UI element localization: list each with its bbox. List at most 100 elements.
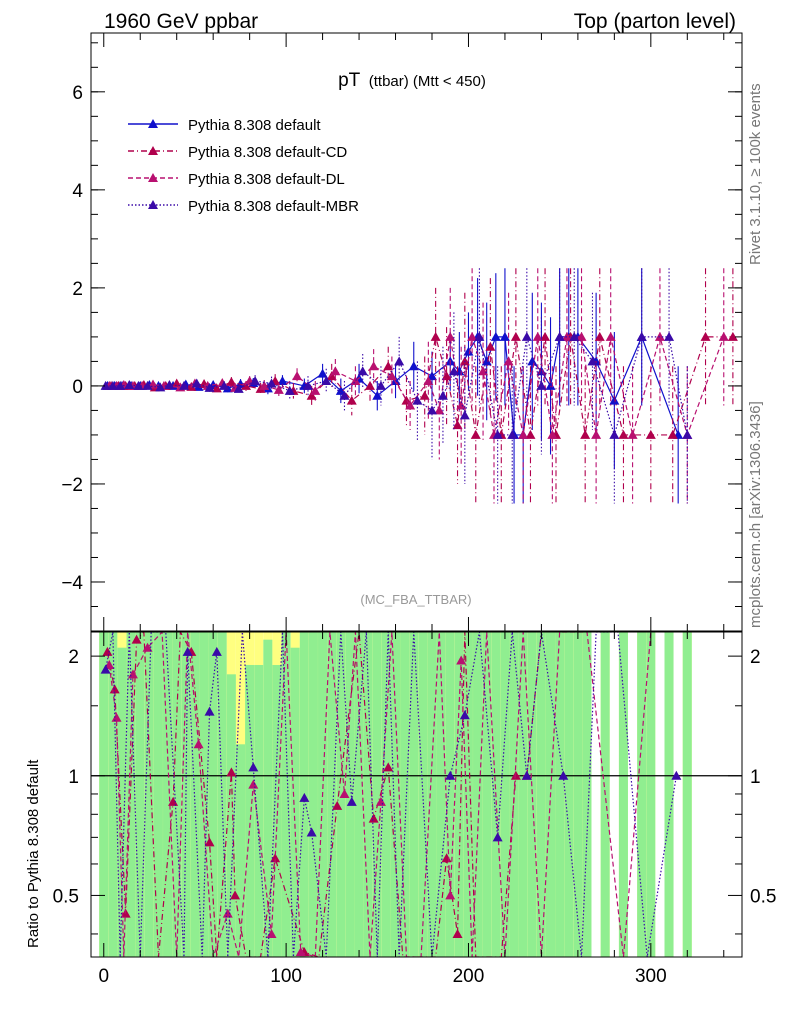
data-point	[394, 356, 405, 366]
data-point	[408, 361, 419, 371]
band-green	[646, 632, 656, 957]
data-point	[456, 400, 467, 410]
ytick-label: −4	[61, 573, 83, 594]
data-point	[545, 380, 556, 390]
data-point	[481, 356, 492, 366]
ratio-point	[168, 796, 179, 806]
data-point	[700, 331, 711, 341]
data-point	[219, 380, 230, 390]
data-point	[467, 331, 478, 341]
data-point	[654, 331, 665, 341]
ratio-ytick-label-right: 1	[750, 767, 761, 788]
axes: −4 −2 0 2 4 6 0.5 0.5 1 1 2 2 0 100 200 300	[53, 33, 776, 987]
band-green	[555, 632, 565, 957]
data-point	[339, 390, 350, 400]
ratio-ytick-label: 2	[68, 647, 79, 668]
legend-label: Pythia 8.308 default-DL	[188, 171, 345, 188]
data-point	[405, 400, 416, 410]
band-green	[381, 632, 391, 957]
band-green	[482, 632, 492, 957]
data-point	[375, 380, 386, 390]
data-point	[383, 361, 394, 371]
band-green	[117, 647, 127, 957]
data-point	[273, 384, 284, 394]
data-point	[292, 371, 303, 381]
xtick-label: 0	[98, 966, 109, 987]
rivet-label: Rivet 3.1.10, ≥ 100k events	[747, 83, 764, 265]
data-point	[445, 331, 456, 341]
band-green	[400, 632, 410, 957]
ratio-point	[182, 646, 193, 656]
legend-swatch-marker	[148, 146, 158, 155]
series-mbr	[100, 268, 693, 504]
data-point	[547, 429, 558, 439]
ratio-point	[383, 762, 394, 772]
data-point	[423, 376, 434, 386]
main-plot-frame	[90, 32, 743, 632]
data-point	[430, 331, 441, 341]
data-point	[554, 331, 565, 341]
data-point	[536, 380, 547, 390]
plot-title-sub: (ttbar) (Mtt < 450)	[369, 73, 486, 90]
data-point	[211, 383, 222, 393]
band-green	[290, 647, 300, 957]
band-green	[199, 632, 209, 957]
ratio-point	[295, 947, 306, 957]
data-point	[191, 378, 202, 388]
band-green	[99, 632, 109, 957]
data-point	[401, 395, 412, 405]
ratio-point	[306, 827, 317, 837]
ratio-ytick-label-right: 0.5	[750, 886, 776, 907]
band-green	[336, 632, 346, 957]
band-green	[409, 632, 419, 957]
data-point	[727, 331, 738, 341]
data-point	[412, 395, 423, 405]
data-point	[100, 380, 111, 390]
legend-label: Pythia 8.308 default-CD	[188, 144, 347, 161]
data-point	[591, 429, 602, 439]
data-point	[148, 379, 158, 389]
mcplots-label: mcplots.cern.ch [arXiv:1306.3436]	[747, 401, 764, 628]
series-line	[111, 336, 733, 436]
ratio-point	[204, 706, 215, 716]
data-point	[310, 385, 321, 395]
data-point	[540, 331, 551, 341]
band-green	[427, 632, 437, 957]
ratio-point	[193, 739, 204, 749]
data-point	[427, 405, 437, 415]
legend: Pythia 8.308 default Pythia 8.308 default…	[128, 117, 359, 215]
data-point	[124, 379, 135, 389]
data-point	[664, 331, 675, 341]
ratio-point	[111, 712, 122, 722]
ratio-point	[368, 813, 379, 823]
ratio-point	[671, 770, 682, 780]
data-point	[107, 380, 118, 390]
data-point	[266, 378, 277, 388]
legend-label: Pythia 8.308 default	[188, 117, 321, 134]
data-point	[510, 331, 521, 341]
band-green	[108, 632, 118, 957]
band-green	[235, 744, 245, 957]
legend-swatch-marker	[148, 200, 158, 209]
data-point	[609, 395, 620, 405]
legend-entry-default: Pythia 8.308 default	[128, 117, 321, 134]
data-point	[155, 382, 166, 392]
ratio-point	[558, 770, 569, 780]
data-point	[618, 429, 629, 439]
data-point	[365, 380, 375, 390]
data-point	[330, 366, 341, 376]
data-point	[492, 429, 503, 439]
header-right: Top (parton level)	[574, 10, 736, 33]
ratio-point	[452, 928, 463, 938]
ratio-point	[521, 770, 532, 780]
ratio-point	[510, 770, 521, 780]
ytick-label: 6	[72, 83, 83, 104]
ratio-point	[100, 664, 111, 674]
header-left: 1960 GeV ppbar	[104, 10, 258, 33]
plot-title: pT (ttbar) (Mtt < 450)	[338, 70, 486, 91]
band-green	[153, 632, 163, 957]
data-point	[346, 395, 357, 405]
data-point	[485, 341, 496, 351]
data-point	[179, 380, 189, 390]
